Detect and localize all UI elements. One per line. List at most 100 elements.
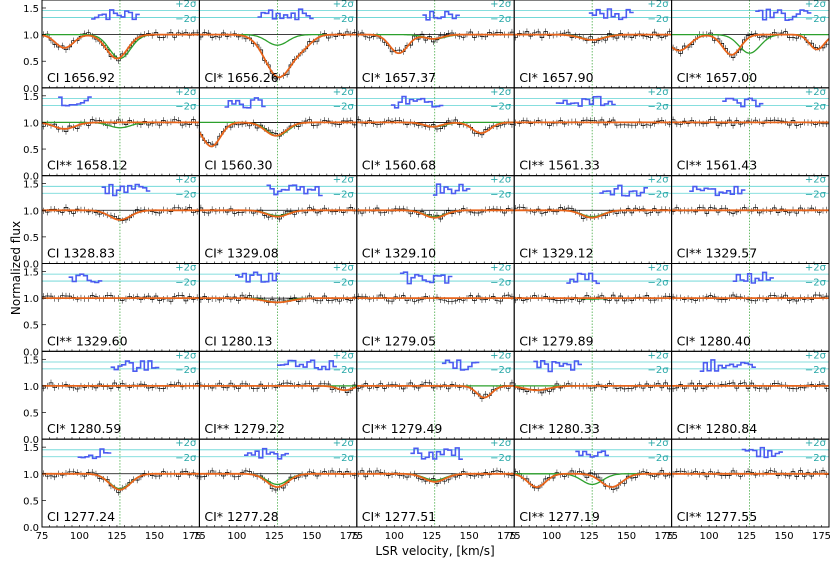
panel: +2σ −2σ CI** 1277.55: [671, 438, 830, 528]
panel-label: CI* 1280.59: [47, 421, 121, 436]
x-tick-label: 175: [812, 531, 830, 542]
y-tick-label: 1.5: [23, 92, 39, 103]
minus-2-sigma-label: −2σ: [648, 277, 670, 288]
y-tick-label: 0.0: [23, 435, 39, 446]
plus-2-sigma-label: +2σ: [648, 262, 670, 273]
minus-2-sigma-label: −2σ: [805, 102, 827, 113]
panel-label: CI 1277.24: [47, 509, 115, 524]
panel: +2σ −2σ CI** 1279.49: [356, 350, 515, 440]
y-tick-label: 0.5: [23, 409, 39, 420]
panel: +2σ −2σ CI* 1280.59: [41, 350, 200, 440]
panel: +2σ −2σ CI* 1560.68: [356, 87, 515, 177]
component-fit: [42, 473, 200, 490]
panel: +2σ −2σ CI** 1279.22: [198, 350, 358, 440]
panels-layer: +2σ −2σ CI 1656.92 +2σ −2σ CI* 1656.26 +2σ −2σ C…: [41, 0, 830, 528]
panel: +2σ −2σ CI* 1329.10: [356, 175, 515, 265]
panel: +2σ −2σ CI* 1280.40: [671, 262, 830, 352]
panel-label: CI** 1658.12: [47, 158, 128, 173]
residual: [390, 95, 444, 109]
plus-2-sigma-label: +2σ: [333, 438, 355, 449]
total-fit: [514, 472, 672, 489]
y-tick-label: 1.0: [23, 206, 39, 217]
x-tick-label: 100: [700, 531, 719, 542]
x-tick-label: 150: [617, 531, 636, 542]
panel: +2σ −2σ CI** 1561.43: [671, 87, 830, 177]
x-tick-label: 75: [36, 531, 49, 542]
panel-label: CI** 1280.84: [677, 421, 758, 436]
panel: +2σ −2σ CI** 1561.33: [513, 87, 673, 177]
total-fit: [199, 209, 357, 218]
y-tick-label: 1.5: [23, 267, 39, 278]
total-fit: [42, 209, 200, 221]
x-tick-label: 100: [227, 531, 246, 542]
plus-2-sigma-label: +2σ: [175, 438, 197, 449]
panel-label: CI* 1329.12: [519, 246, 593, 261]
panel-label: CI** 1277.55: [677, 509, 758, 524]
residual: [410, 447, 463, 460]
panel: +2σ −2σ CI** 1280.84: [671, 350, 830, 440]
y-tick-label: 0.0: [23, 260, 39, 271]
residual: [277, 359, 337, 371]
plus-2-sigma-label: +2σ: [805, 350, 827, 361]
total-fit: [356, 33, 515, 55]
panel-label: CI* 1277.51: [362, 509, 436, 524]
panel: +2σ −2σ CI** 1277.19: [513, 438, 673, 528]
plus-2-sigma-label: +2σ: [490, 175, 512, 186]
residual: [58, 96, 92, 107]
plus-2-sigma-label: +2σ: [805, 0, 827, 10]
y-tick-label: 0.5: [23, 233, 39, 244]
x-tick-label: 150: [302, 531, 321, 542]
minus-2-sigma-label: −2σ: [333, 102, 355, 113]
panel-label: CI** 1561.33: [519, 158, 600, 173]
minus-2-sigma-label: −2σ: [333, 277, 355, 288]
plus-2-sigma-label: +2σ: [648, 87, 670, 98]
residual: [422, 10, 460, 21]
minus-2-sigma-label: −2σ: [805, 14, 827, 25]
x-axis-label: LSR velocity, [km/s]: [375, 544, 494, 558]
total-fit: [198, 121, 357, 148]
plus-2-sigma-label: +2σ: [648, 350, 670, 361]
plus-2-sigma-label: +2σ: [648, 0, 670, 10]
plus-2-sigma-label: +2σ: [490, 350, 512, 361]
residual: [68, 273, 103, 284]
residual: [755, 8, 812, 21]
plus-2-sigma-label: +2σ: [805, 175, 827, 186]
panel-label: CI** 1277.19: [519, 509, 600, 524]
x-tick-label: 175: [497, 531, 516, 542]
component-fit: [514, 473, 672, 486]
minus-2-sigma-label: −2σ: [333, 365, 355, 376]
panel-label: CI** 1329.57: [677, 246, 758, 261]
panel-label: CI* 1657.90: [519, 70, 593, 85]
flux-data: [199, 294, 357, 304]
x-tick-label: 125: [265, 531, 284, 542]
panel: +2σ −2σ CI** 1658.12: [41, 87, 200, 177]
flux-data: [199, 31, 357, 80]
residual: [722, 97, 764, 108]
panel-label: CI** 1329.60: [47, 333, 128, 348]
residual: [235, 271, 280, 283]
panel: +2σ −2σ CI 1656.92: [41, 0, 200, 89]
y-tick-label: 1.0: [23, 470, 39, 481]
minus-2-sigma-label: −2σ: [490, 14, 512, 25]
x-tick-label: 150: [774, 531, 793, 542]
residual: [101, 183, 151, 197]
x-tick-label: 75: [350, 531, 363, 542]
flux-data: [356, 382, 514, 400]
minus-2-sigma-label: −2σ: [333, 14, 355, 25]
flux-data: [356, 31, 514, 53]
panel-label: CI** 1279.22: [204, 421, 285, 436]
residual: [399, 271, 453, 285]
x-tick-label: 125: [580, 531, 599, 542]
residual: [110, 360, 160, 372]
panel: +2σ −2σ CI* 1657.37: [356, 0, 515, 89]
minus-2-sigma-label: −2σ: [805, 453, 827, 464]
residual: [588, 8, 634, 21]
panel-label: CI** 1279.49: [362, 421, 443, 436]
panel-label: CI* 1656.26: [204, 70, 278, 85]
total-fit: [514, 385, 672, 392]
minus-2-sigma-label: −2σ: [648, 102, 670, 113]
plus-2-sigma-label: +2σ: [333, 350, 355, 361]
component-fit: [199, 473, 357, 486]
